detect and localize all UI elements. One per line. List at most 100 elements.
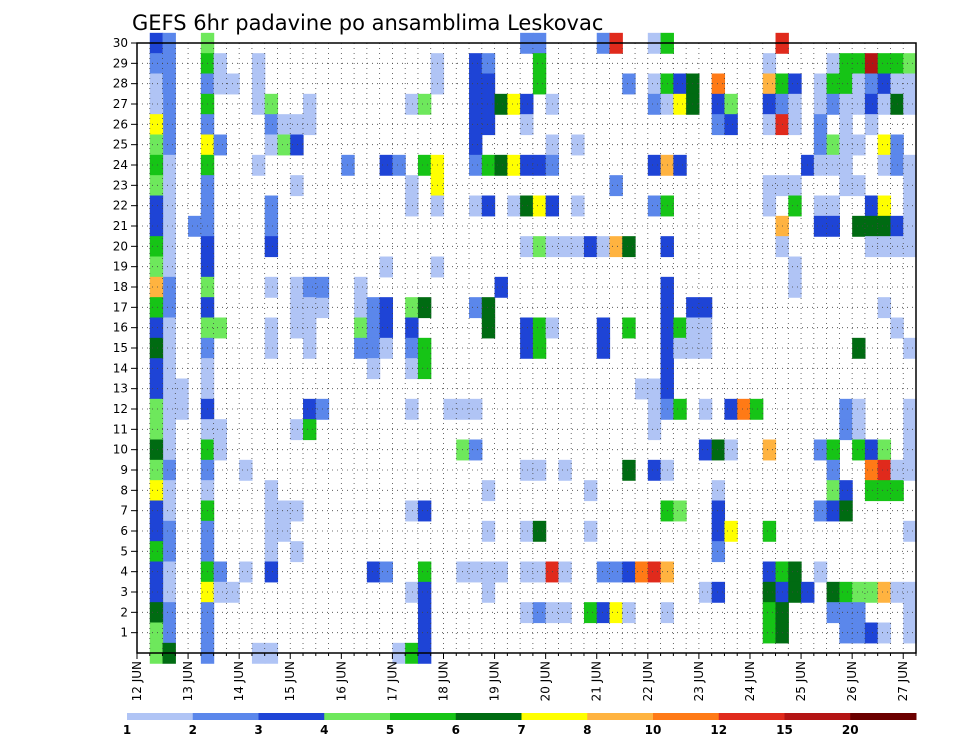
heatmap-cell xyxy=(162,134,176,156)
heatmap-cell xyxy=(469,154,483,176)
heatmap-cell xyxy=(417,297,432,319)
heatmap-cell xyxy=(558,602,572,624)
heatmap-cell xyxy=(673,93,687,115)
heatmap-cell xyxy=(813,439,828,461)
heatmap-cell xyxy=(162,622,176,644)
heatmap-cell xyxy=(596,236,611,258)
heatmap-cell xyxy=(354,276,368,298)
heatmap-cell xyxy=(162,215,176,237)
heatmap-cell xyxy=(711,480,726,502)
heatmap-cell xyxy=(698,398,713,420)
heatmap-cell xyxy=(877,480,892,502)
heatmap-cell xyxy=(711,541,726,563)
heatmap-cell xyxy=(494,93,508,115)
heatmap-cell xyxy=(762,581,777,603)
y-axis: 1234567891011121314151617181920212223242… xyxy=(113,36,137,640)
heatmap-cell xyxy=(417,581,432,603)
heatmap-cell xyxy=(698,439,713,461)
heatmap-cell xyxy=(762,561,777,583)
heatmap-cell xyxy=(813,561,828,583)
y-tick-label: 16 xyxy=(113,321,128,335)
legend-label: 3 xyxy=(254,723,262,737)
heatmap-cell xyxy=(162,602,176,624)
heatmap-cell xyxy=(239,561,253,583)
heatmap-cell xyxy=(162,93,176,115)
heatmap-cell xyxy=(264,337,279,359)
heatmap-cell xyxy=(149,541,164,563)
heatmap-cell xyxy=(507,93,521,115)
heatmap-cell xyxy=(520,195,534,217)
x-tick-label: 19 JUN xyxy=(488,661,502,701)
heatmap-cell xyxy=(481,73,496,95)
heatmap-cell xyxy=(839,53,853,75)
heatmap-cell xyxy=(852,439,866,461)
legend-label: 5 xyxy=(386,723,394,737)
heatmap-cell xyxy=(162,419,176,441)
heatmap-cell xyxy=(788,581,802,603)
heatmap-cell xyxy=(788,561,802,583)
heatmap-cell xyxy=(903,419,917,441)
heatmap-cell xyxy=(162,53,176,75)
heatmap-cell xyxy=(826,93,840,115)
heatmap-cell xyxy=(162,276,176,298)
heatmap-cell xyxy=(903,73,917,95)
y-tick-label: 29 xyxy=(113,56,128,70)
heatmap-cell xyxy=(520,317,534,339)
heatmap-cell xyxy=(520,236,534,258)
y-tick-label: 11 xyxy=(113,422,128,436)
heatmap-cell xyxy=(149,520,164,542)
heatmap-cell xyxy=(354,317,368,339)
heatmap-cell xyxy=(469,561,483,583)
heatmap-cell xyxy=(596,561,611,583)
heatmap-cell xyxy=(149,236,164,258)
heatmap-cell xyxy=(839,602,853,624)
heatmap-cell xyxy=(379,297,394,319)
heatmap-cell xyxy=(417,154,432,176)
heatmap-cell xyxy=(673,337,687,359)
heatmap-cell xyxy=(903,439,917,461)
heatmap-cell xyxy=(264,114,279,136)
heatmap-cell xyxy=(622,73,636,95)
heatmap-cell xyxy=(264,541,279,563)
y-tick-label: 14 xyxy=(113,361,128,375)
heatmap-cell xyxy=(813,73,828,95)
y-tick-label: 22 xyxy=(113,199,128,213)
heatmap-cell xyxy=(635,561,649,583)
heatmap-cell xyxy=(711,439,726,461)
heatmap-cell xyxy=(826,480,840,502)
heatmap-cell xyxy=(239,459,253,481)
heatmap-cell xyxy=(251,154,266,176)
heatmap-cell xyxy=(251,93,266,115)
heatmap-cell xyxy=(149,480,164,502)
legend-swatch xyxy=(127,713,194,720)
heatmap-cell xyxy=(762,520,777,542)
heatmap-cell xyxy=(405,93,419,115)
heatmap-cell xyxy=(149,337,164,359)
heatmap-cell xyxy=(622,561,636,583)
heatmap-cell xyxy=(290,541,304,563)
heatmap-cell xyxy=(303,317,317,339)
heatmap-cell xyxy=(379,256,394,278)
heatmap-cell xyxy=(303,297,317,319)
heatmap-cell xyxy=(583,236,598,258)
heatmap-cell xyxy=(647,154,662,176)
heatmap-cell xyxy=(162,317,176,339)
heatmap-cell xyxy=(481,297,496,319)
heatmap-cell xyxy=(852,337,866,359)
heatmap-cell xyxy=(162,581,176,603)
heatmap-cell xyxy=(481,480,496,502)
heatmap-cell xyxy=(149,73,164,95)
heatmap-cell xyxy=(864,195,879,217)
heatmap-cell xyxy=(469,134,483,156)
legend-label: 15 xyxy=(776,723,793,737)
heatmap-cell xyxy=(469,297,483,319)
heatmap-cell xyxy=(864,581,879,603)
heatmap-cell xyxy=(264,480,279,502)
heatmap-cell xyxy=(417,337,432,359)
heatmap-cell xyxy=(290,500,304,522)
heatmap-cell xyxy=(813,500,828,522)
heatmap-cell xyxy=(673,317,687,339)
heatmap-cell xyxy=(852,134,866,156)
heatmap-cell xyxy=(532,73,547,95)
y-tick-label: 24 xyxy=(113,158,128,172)
